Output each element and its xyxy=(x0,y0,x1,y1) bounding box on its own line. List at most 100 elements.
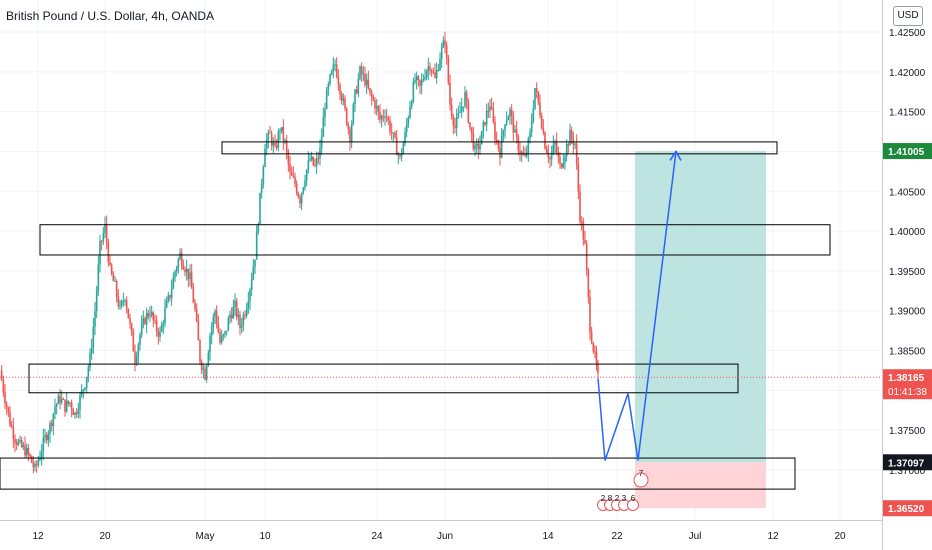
x-tick-label: 24 xyxy=(371,531,383,542)
candle-body xyxy=(204,368,206,380)
candle-body xyxy=(119,305,121,307)
candle-body xyxy=(174,271,176,278)
candle-body xyxy=(57,395,60,405)
candle-body xyxy=(254,259,256,267)
candle-body xyxy=(460,106,463,112)
candle-body xyxy=(54,406,56,414)
candle-body xyxy=(314,164,316,166)
target-zone[interactable] xyxy=(635,151,766,463)
candle-body xyxy=(259,192,261,224)
candle-body xyxy=(100,240,103,242)
candle-body xyxy=(117,296,120,307)
candle-body xyxy=(155,320,158,332)
candle-body xyxy=(137,344,140,357)
candle-body xyxy=(495,140,498,142)
candle-body xyxy=(444,40,446,46)
candle-body xyxy=(224,331,226,335)
candle-body xyxy=(587,269,590,297)
candle-body xyxy=(170,288,173,299)
candle-body xyxy=(597,365,599,373)
candle-body xyxy=(169,295,171,299)
y-tick-label: 1.40500 xyxy=(889,187,926,198)
candle-body xyxy=(30,456,33,463)
candle-body xyxy=(409,106,411,118)
candle-body xyxy=(465,92,468,101)
candle-body xyxy=(305,169,308,181)
candle-body xyxy=(287,151,290,164)
candle-body xyxy=(430,70,433,73)
candle-body xyxy=(497,140,500,148)
candle-body xyxy=(89,353,91,368)
candle-body xyxy=(434,72,436,78)
zone-rectangle[interactable] xyxy=(221,141,778,155)
candle-body xyxy=(494,121,496,141)
candle-body xyxy=(182,265,185,270)
candle-body xyxy=(349,128,351,142)
candle-body xyxy=(265,140,268,149)
candle-body xyxy=(85,376,88,388)
zone-rectangle[interactable] xyxy=(39,224,831,256)
candle-body xyxy=(524,154,526,156)
candle-body xyxy=(469,122,471,128)
candle-body xyxy=(29,454,31,457)
candle-body xyxy=(144,318,146,324)
candle-body xyxy=(240,325,243,328)
candle-body xyxy=(90,347,93,354)
event-marker[interactable] xyxy=(633,472,649,488)
candle-body xyxy=(580,221,583,223)
projection-path[interactable] xyxy=(597,151,677,461)
candle-body xyxy=(270,133,273,146)
candle-body xyxy=(167,295,170,301)
candle-body xyxy=(385,116,388,119)
candle-body xyxy=(440,47,443,59)
candle-body xyxy=(235,300,238,317)
candle-body xyxy=(549,158,551,160)
stop-zone[interactable] xyxy=(635,462,766,509)
candle-body xyxy=(420,80,423,86)
candle-body xyxy=(477,143,480,150)
candle-body xyxy=(227,318,230,331)
candle-body xyxy=(234,300,236,307)
candle-body xyxy=(484,122,486,125)
candle-body xyxy=(12,426,15,439)
zone-rectangle[interactable] xyxy=(0,457,796,490)
candle-body xyxy=(379,111,381,120)
currency-button[interactable]: USD xyxy=(893,6,923,26)
candle-body xyxy=(577,163,580,192)
candle-body xyxy=(510,109,513,116)
candle-body xyxy=(107,242,110,263)
candle-body xyxy=(267,132,270,141)
candle-body xyxy=(315,158,318,166)
candle-body xyxy=(374,100,376,109)
candle-body xyxy=(255,231,258,260)
candle-body xyxy=(47,433,50,441)
event-marker[interactable] xyxy=(627,499,639,511)
candle-body xyxy=(52,413,55,426)
candle-body xyxy=(149,315,151,317)
candle-body xyxy=(150,312,153,316)
candle-body xyxy=(590,332,593,344)
candle-body xyxy=(75,412,78,414)
candle-body xyxy=(199,340,201,362)
symbol-title[interactable]: British Pound / U.S. Dollar, 4h, OANDA xyxy=(6,9,215,23)
candle-body xyxy=(317,158,320,160)
candle-body xyxy=(490,106,493,109)
candle-body xyxy=(462,106,465,108)
candle-body xyxy=(552,144,555,153)
candle-body xyxy=(429,66,431,71)
candle-body xyxy=(592,343,595,352)
zone-rectangle[interactable] xyxy=(28,363,739,394)
candle-body xyxy=(19,439,21,442)
candle-body xyxy=(507,116,510,121)
candle-body xyxy=(59,395,61,403)
candle-body xyxy=(355,89,358,94)
candle-body xyxy=(294,176,296,184)
candle-body xyxy=(45,434,48,441)
candle-body xyxy=(124,300,126,302)
candle-body xyxy=(550,152,553,160)
candle-body xyxy=(122,301,125,303)
candle-body xyxy=(102,233,105,242)
candle-body xyxy=(344,98,346,109)
candle-body xyxy=(4,392,6,404)
